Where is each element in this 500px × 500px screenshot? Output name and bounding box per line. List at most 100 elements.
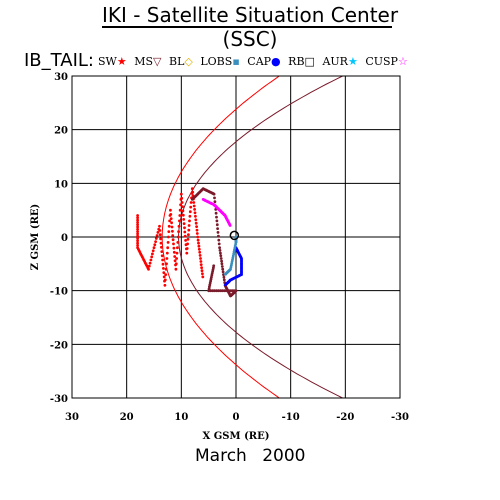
data-point [170, 225, 174, 229]
legend-item-cap: CAP● [247, 55, 281, 68]
data-point [186, 237, 190, 241]
boundary-bow-shock [161, 76, 281, 398]
legend-item-lobs: LOBS▪ [200, 55, 240, 68]
data-point [136, 244, 140, 247]
data-point [177, 230, 181, 234]
y-tick-label: 10 [54, 179, 68, 190]
data-point [196, 235, 200, 239]
data-point [222, 289, 226, 293]
data-point [161, 258, 165, 262]
data-point [188, 214, 192, 218]
data-point [166, 246, 170, 250]
data-point [230, 289, 234, 293]
data-point [216, 231, 220, 234]
data-point [187, 224, 191, 227]
data-point [179, 203, 183, 207]
data-point [169, 208, 172, 212]
data-point [181, 213, 185, 217]
data-point [154, 237, 158, 240]
data-points [136, 187, 243, 298]
star-icon: ★ [347, 55, 358, 68]
data-point [160, 250, 164, 254]
data-point [162, 275, 166, 279]
x-tick-label: 20 [120, 412, 134, 423]
data-point [188, 219, 191, 223]
data-point [165, 251, 169, 255]
data-point [214, 211, 218, 215]
star-icon: ★ [116, 55, 127, 68]
data-point [164, 267, 168, 271]
data-point [219, 254, 223, 258]
data-point [182, 218, 186, 221]
data-point [172, 246, 176, 250]
data-point [160, 245, 163, 249]
tick-labels: 30 20 10 0 -10 -20 -30 30 20 10 0 -10 -20 -30 [50, 72, 409, 423]
y-tick-label: -20 [50, 340, 68, 351]
data-point [176, 246, 179, 250]
data-point [174, 267, 178, 271]
data-point [185, 251, 189, 255]
data-point [161, 262, 165, 266]
data-point [173, 259, 177, 263]
y-tick-label: -10 [50, 287, 68, 298]
x-tick-label: 0 [233, 412, 240, 423]
page-title: IKI - Satellite Situation Center (SSC) [101, 3, 399, 51]
data-point [218, 249, 222, 252]
data-point [136, 218, 140, 222]
x-tick-label: -30 [391, 412, 409, 423]
data-point [187, 233, 190, 237]
data-point [183, 230, 187, 234]
data-point [222, 278, 226, 282]
data-point [197, 241, 200, 245]
data-point [149, 258, 153, 262]
data-point [199, 260, 203, 263]
data-point [136, 241, 140, 245]
y-tick-label: 0 [61, 233, 68, 244]
data-point [189, 205, 193, 209]
data-point [196, 238, 200, 242]
data-point [136, 237, 140, 240]
x-tick-label: 30 [65, 412, 79, 423]
data-point [184, 239, 188, 242]
data-point [219, 257, 223, 260]
data-point [175, 251, 179, 255]
data-point [182, 222, 186, 226]
square-open-icon: □ [304, 55, 315, 68]
data-point [188, 210, 192, 214]
data-point [136, 223, 140, 227]
data-point [224, 283, 227, 287]
date-label: March 2000 [195, 446, 306, 466]
data-point [179, 192, 183, 196]
data-point [165, 262, 168, 266]
legend-item-rb: RB□ [288, 55, 315, 68]
data-point [219, 251, 222, 255]
data-point [181, 205, 184, 209]
satellite-label: IB_TAIL: [24, 50, 94, 71]
data-point [156, 231, 160, 234]
data-point [183, 226, 186, 230]
data-point [220, 262, 224, 266]
data-point [177, 224, 181, 228]
data-point [229, 230, 240, 241]
data-point [192, 204, 196, 208]
y-tick-label: 20 [54, 126, 68, 137]
data-point [189, 201, 193, 204]
data-point [174, 262, 178, 266]
data-point [163, 278, 167, 282]
data-point [171, 234, 175, 237]
x-tick-label: 10 [174, 412, 188, 423]
data-point [183, 234, 187, 238]
data-point [150, 255, 154, 259]
data-point [221, 267, 225, 271]
data-point [222, 275, 226, 279]
data-point [211, 289, 215, 293]
data-point [180, 201, 184, 204]
data-point [147, 264, 151, 268]
data-point [178, 219, 181, 223]
legend-item-ms: MS▽ [134, 55, 162, 68]
data-point [226, 289, 230, 293]
data-point [215, 215, 218, 219]
data-point [172, 250, 176, 254]
data-point [215, 219, 219, 223]
